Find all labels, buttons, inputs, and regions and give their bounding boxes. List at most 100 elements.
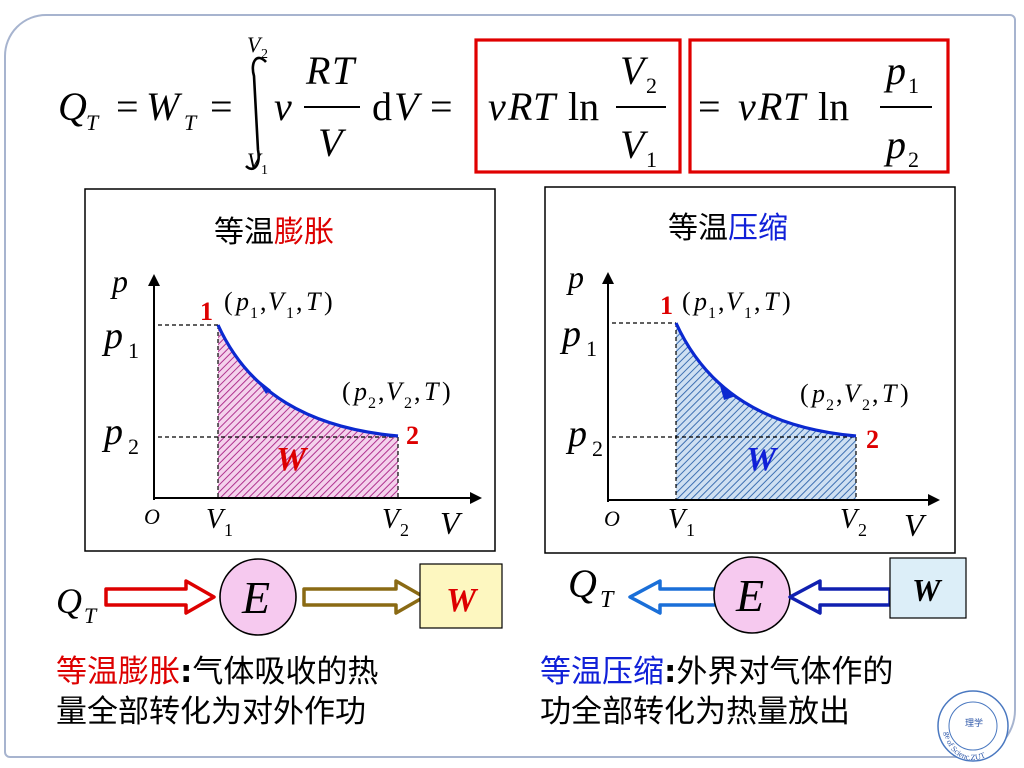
state-V: V xyxy=(386,377,405,406)
expansion-caption-text1: 气体吸收的热 xyxy=(192,654,379,690)
compression-energy-circle xyxy=(713,556,791,634)
compression-title-highlight: 压缩 xyxy=(728,212,788,245)
state-comma: , xyxy=(414,377,421,406)
expansion-work-box xyxy=(419,563,503,629)
compression-V2-tick-sub: 2 xyxy=(858,520,867,540)
expansion-V2-tick-sub: 2 xyxy=(400,520,409,540)
formula-V-denom: V xyxy=(318,120,347,165)
expansion-p2-tick-sub: 2 xyxy=(128,434,139,459)
compression-V2-tick: V xyxy=(840,504,860,535)
expansion-flow-Q-sub: T xyxy=(84,603,98,628)
compression-title-prefix: 等温 xyxy=(668,212,728,245)
college-seal-logo: ge of Scienc.ZUT 理学 xyxy=(937,690,1009,762)
expansion-state2-label: ( p 2 , V 2 , T ) xyxy=(342,377,451,412)
compression-flow-Q-sub: T xyxy=(600,587,615,613)
state-open: ( xyxy=(682,287,691,316)
box2-nu: ν xyxy=(738,84,756,129)
formula-eq-3: = xyxy=(430,84,453,129)
compression-heat-arrow-icon xyxy=(628,579,724,615)
integral-lower-V: V xyxy=(247,148,263,173)
compression-pv-graph: 等温 压缩 p V O p 1 p 2 V 1 V 2 1 2 W ( p 1 … xyxy=(544,186,956,554)
state-V-sub: 1 xyxy=(286,305,294,322)
compression-V1-tick-sub: 1 xyxy=(686,520,695,540)
expansion-work-arrow-icon xyxy=(302,579,426,615)
integral-upper-V: V xyxy=(247,32,263,57)
expansion-caption-line2: 量全部转化为对外作功 xyxy=(56,694,366,730)
state-open: ( xyxy=(800,379,809,408)
expansion-origin: O xyxy=(144,504,160,529)
compression-state1-label: ( p 1 , V 1 , T ) xyxy=(682,287,791,322)
box2-p1-sub: 1 xyxy=(908,73,919,98)
box1-T: T xyxy=(533,84,558,129)
expansion-title-highlight: 膨胀 xyxy=(274,216,334,249)
state-V: V xyxy=(844,379,863,408)
formula-Q-sub: T xyxy=(86,110,100,135)
state-comma: , xyxy=(378,377,385,406)
compression-p1-tick-sub: 1 xyxy=(586,336,597,361)
compression-origin: O xyxy=(604,506,620,531)
state-close: ) xyxy=(324,287,333,316)
box2-T: T xyxy=(783,84,808,129)
expansion-V1-tick: V xyxy=(206,504,226,535)
compression-work-area xyxy=(676,323,856,499)
formula-dV: V xyxy=(394,84,423,129)
result-box-2 xyxy=(688,38,950,174)
state-p-sub: 1 xyxy=(250,305,258,322)
expansion-caption-line1: 等温膨胀:气体吸收的热 xyxy=(56,652,378,692)
compression-caption-highlight: 等温压缩 xyxy=(540,654,664,690)
state-p-sub: 1 xyxy=(708,305,716,322)
expansion-work-area xyxy=(218,325,398,497)
box1-V1-sub: 1 xyxy=(646,147,657,172)
result-box-1 xyxy=(474,38,682,174)
state-p: p xyxy=(234,287,249,316)
expansion-energy-E: E xyxy=(241,572,270,623)
box2-p2-sub: 2 xyxy=(908,147,919,172)
state-comma: , xyxy=(718,287,725,316)
state-V-sub: 1 xyxy=(744,305,752,322)
state-T: T xyxy=(306,287,322,316)
compression-caption-line1: 等温压缩:外界对气体作的 xyxy=(540,652,893,692)
box2-p2: p xyxy=(883,122,906,167)
expansion-V-label: V xyxy=(440,505,463,541)
isothermal-work-formula: Q T = W T = V 2 V 1 ν R T V d V = ν R T … xyxy=(58,32,950,178)
expansion-V2-tick: V xyxy=(382,504,402,535)
box2-ln: ln xyxy=(818,84,849,129)
state-p-sub: 2 xyxy=(826,397,834,414)
integral-icon xyxy=(245,56,267,171)
seal-glyph: 理学 xyxy=(965,717,983,728)
compression-direction-arrow xyxy=(720,386,736,400)
formula-d: d xyxy=(372,84,392,129)
compression-work-label: W xyxy=(746,441,779,478)
formula-W-sub: T xyxy=(184,110,198,135)
state-V: V xyxy=(726,287,745,316)
state-close: ) xyxy=(442,377,451,406)
expansion-flow-Q: Q xyxy=(56,581,82,621)
compression-flow-Q: Q xyxy=(568,561,597,606)
compression-caption: 等温压缩:外界对气体作的 功全部转化为热量放出 xyxy=(540,652,893,732)
box1-V2-sub: 2 xyxy=(646,73,657,98)
expansion-state1-label: ( p 1 , V 1 , T ) xyxy=(224,287,333,322)
box1-V1: V xyxy=(620,122,649,167)
compression-state2-label: ( p 2 , V 2 , T ) xyxy=(800,379,909,414)
formula-eq-2: = xyxy=(210,84,233,129)
expansion-flow-W: W xyxy=(446,582,479,619)
compression-p2-tick: p xyxy=(565,413,587,455)
box1-R: R xyxy=(507,84,532,129)
expansion-heat-arrow-icon xyxy=(104,579,216,615)
box1-ln: ln xyxy=(568,84,599,129)
state-p-sub: 2 xyxy=(368,395,376,412)
expansion-point1-label: 1 xyxy=(200,297,213,326)
expansion-caption-highlight: 等温膨胀 xyxy=(56,654,180,690)
state-comma: , xyxy=(836,379,843,408)
box1-nu: ν xyxy=(488,84,506,129)
state-p: p xyxy=(692,287,707,316)
compression-V-label: V xyxy=(904,507,927,543)
compression-caption-text1: 外界对气体作的 xyxy=(676,654,894,690)
expansion-pv-graph: 等温 膨胀 p V O p 1 p 2 V 1 V 2 1 2 W ( p 1 … xyxy=(84,188,496,552)
compression-flow-W: W xyxy=(912,572,943,608)
state-comma: , xyxy=(296,287,303,316)
state-comma: , xyxy=(754,287,761,316)
compression-work-box xyxy=(889,557,967,619)
state-open: ( xyxy=(342,377,351,406)
expansion-direction-arrow xyxy=(256,378,271,394)
